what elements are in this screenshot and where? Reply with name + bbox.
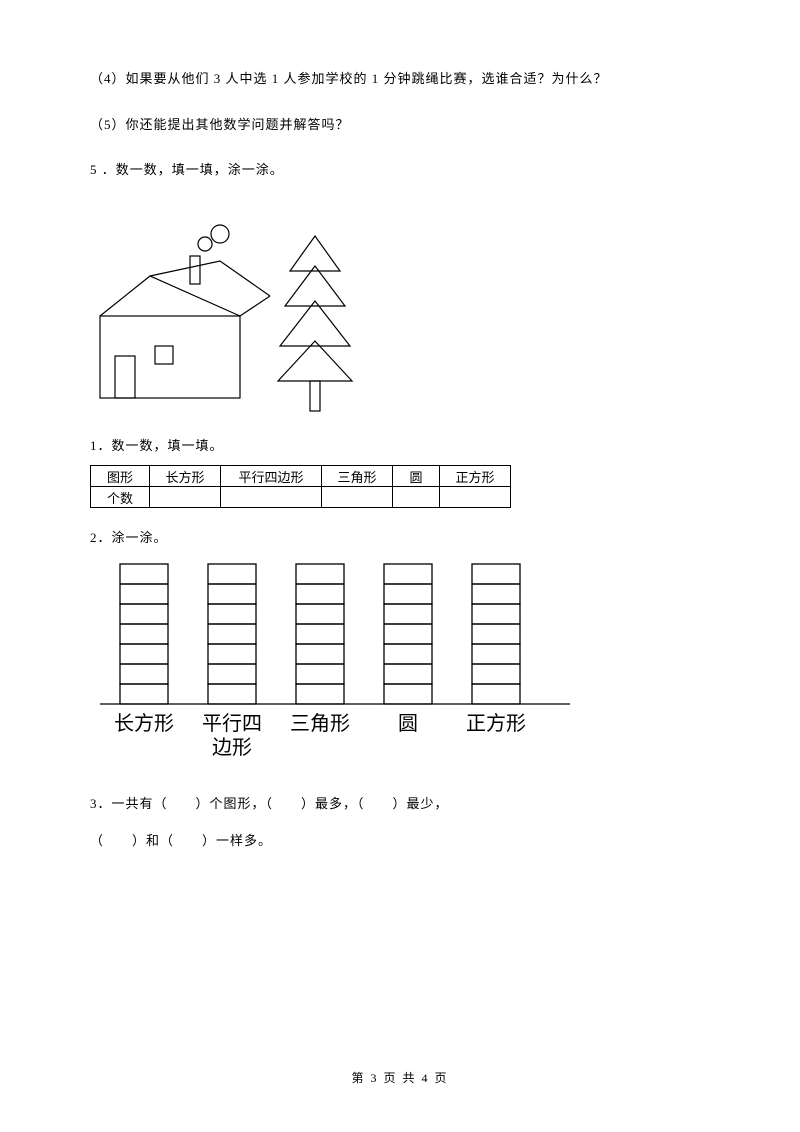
th-circle: 圆 [393,466,440,487]
svg-text:平行四: 平行四 [202,712,262,735]
svg-text:三角形: 三角形 [290,712,350,735]
shapes-count-table: 图形 长方形 平行四边形 三角形 圆 正方形 个数 [90,465,511,508]
th-rect: 长方形 [150,466,221,487]
svg-text:长方形: 长方形 [114,712,174,735]
svg-text:边形: 边形 [212,736,252,759]
svg-text:正方形: 正方形 [466,712,526,735]
cell-para[interactable] [221,487,322,508]
cell-circle[interactable] [393,487,440,508]
row-count-label: 个数 [91,487,150,508]
th-shape: 图形 [91,466,150,487]
question-5: （5）你还能提出其他数学问题并解答吗？ [90,115,710,135]
sub-3-line1: 3．一共有（ ）个图形，（ ）最多，（ ）最少， [90,794,710,814]
cell-rect[interactable] [150,487,221,508]
th-tri: 三角形 [322,466,393,487]
question-6-title: 5 ．数一数，填一填，涂一涂。 [90,160,710,180]
house-tree-figure [90,206,370,416]
th-square: 正方形 [440,466,511,487]
svg-text:圆: 圆 [398,713,418,735]
cell-square[interactable] [440,487,511,508]
cell-tri[interactable] [322,487,393,508]
sub-3-line2: （ ）和（ ）一样多。 [90,831,710,851]
coloring-bar-chart: 长方形 平行四边形 三角形 圆 正方形 [90,556,710,766]
page: （4）如果要从他们 3 人中选 1 人参加学校的 1 分钟跳绳比赛，选谁合适？为… [0,0,800,1132]
question-4: （4）如果要从他们 3 人中选 1 人参加学校的 1 分钟跳绳比赛，选谁合适？为… [90,69,710,89]
th-para: 平行四边形 [221,466,322,487]
sub-1: 1．数一数，填一填。 [90,436,710,456]
sub-2: 2．涂一涂。 [90,528,710,548]
page-footer: 第 3 页 共 4 页 [0,1069,800,1086]
